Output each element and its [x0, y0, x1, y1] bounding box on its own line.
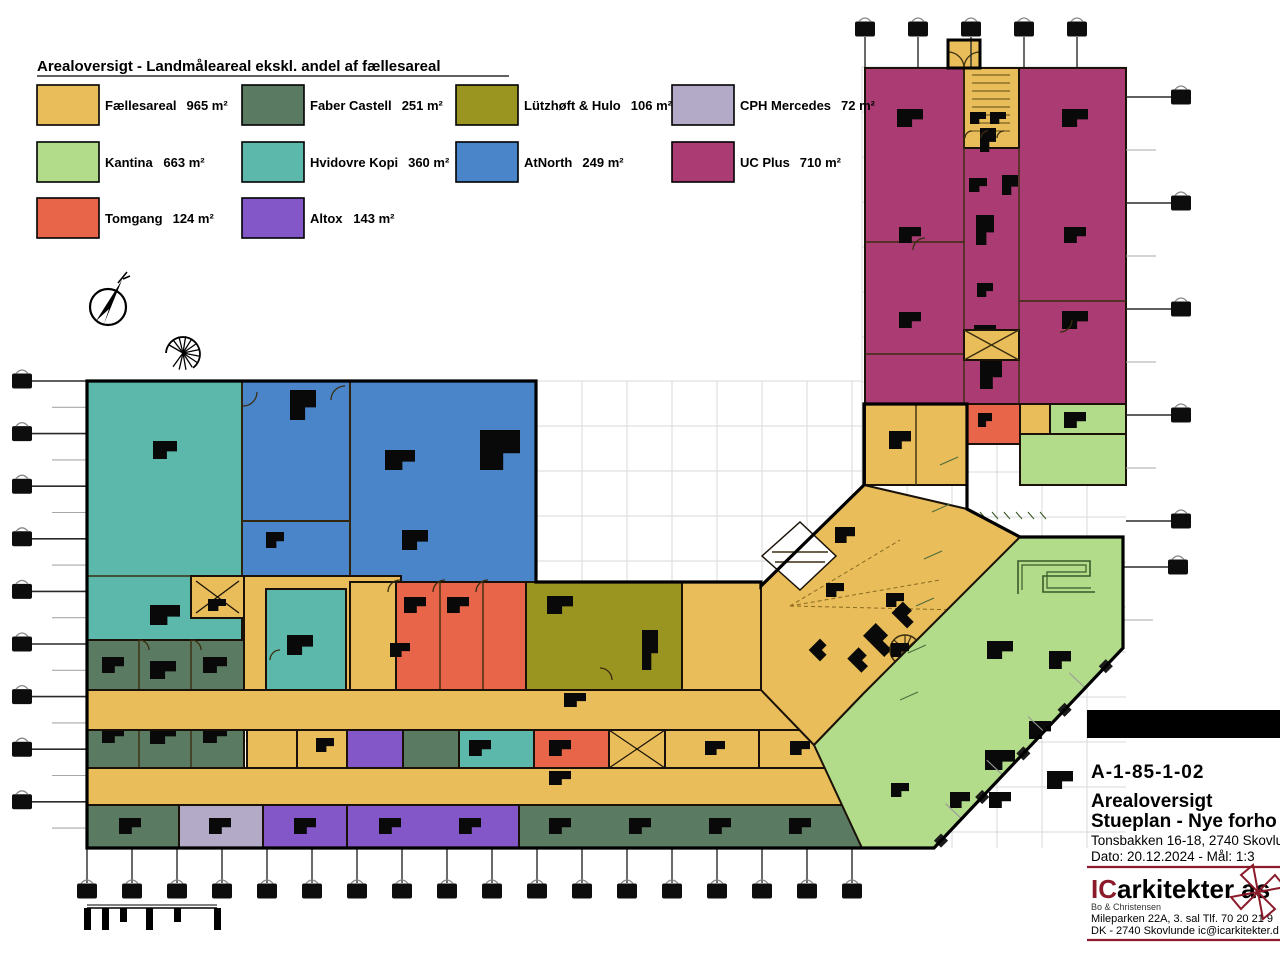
svg-text:Tonsbakken 16-18, 2740 Skovlun: Tonsbakken 16-18, 2740 Skovlun — [1091, 833, 1280, 848]
svg-text:A-1-85-1-02: A-1-85-1-02 — [1091, 762, 1204, 783]
svg-text:143 m²: 143 m² — [353, 211, 395, 226]
svg-text:Hvidovre Kopi: Hvidovre Kopi — [310, 155, 398, 170]
svg-text:Arealoversigt - Landmåleareal: Arealoversigt - Landmåleareal ekskl. and… — [37, 58, 441, 75]
svg-text:124 m²: 124 m² — [173, 211, 215, 226]
svg-text:Bo & Christensen: Bo & Christensen — [1091, 902, 1161, 912]
svg-text:360 m²: 360 m² — [408, 155, 450, 170]
svg-text:Stueplan - Nye forho: Stueplan - Nye forho — [1091, 811, 1277, 832]
svg-text:710 m²: 710 m² — [800, 155, 842, 170]
svg-text:AtNorth: AtNorth — [524, 155, 572, 170]
svg-text:Faber Castell: Faber Castell — [310, 98, 392, 113]
svg-text:Kantina: Kantina — [105, 155, 153, 170]
svg-text:663 m²: 663 m² — [163, 155, 205, 170]
svg-text:Altox: Altox — [310, 211, 343, 226]
svg-text:Arealoversigt: Arealoversigt — [1091, 791, 1213, 812]
svg-text:Tomgang: Tomgang — [105, 211, 163, 226]
svg-text:106 m²: 106 m² — [631, 98, 673, 113]
svg-text:UC Plus: UC Plus — [740, 155, 790, 170]
svg-text:249 m²: 249 m² — [582, 155, 624, 170]
svg-text:72 m²: 72 m² — [841, 98, 876, 113]
svg-text:251 m²: 251 m² — [402, 98, 444, 113]
svg-text:CPH Mercedes: CPH Mercedes — [740, 98, 831, 113]
svg-text:965 m²: 965 m² — [187, 98, 229, 113]
svg-text:DK - 2740 Skovlunde ic@icarki: DK - 2740 Skovlunde ic@icarkitekter.d — [1091, 925, 1279, 937]
svg-text:Mileparken 22A, 3. sal Tlf: Mileparken 22A, 3. sal Tlf. 70 20 21 9 — [1091, 913, 1273, 925]
svg-text:Dato: 20.12.2024 - Mål: 1:3: Dato: 20.12.2024 - Mål: 1:3 — [1091, 849, 1255, 864]
svg-text:Fællesareal: Fællesareal — [105, 98, 177, 113]
svg-text:Lützhøft & Hulo: Lützhøft & Hulo — [524, 98, 621, 113]
